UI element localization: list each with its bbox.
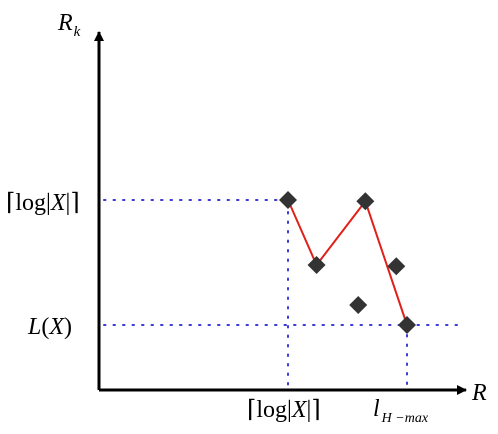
x-left-position-label: ⌈log|X|⌉ bbox=[247, 397, 321, 423]
x-axis-label: R bbox=[471, 380, 487, 406]
data-points bbox=[279, 191, 416, 334]
data-point-3 bbox=[349, 296, 368, 314]
frontier-line bbox=[287, 199, 408, 326]
reference-lines bbox=[103, 199, 461, 387]
data-point-1 bbox=[279, 191, 297, 209]
data-point-6 bbox=[398, 316, 416, 334]
axes bbox=[94, 31, 467, 395]
data-point-4 bbox=[356, 192, 375, 211]
y-upper-level-label: ⌈log|X|⌉ bbox=[6, 190, 80, 216]
y-lower-level-label: L(X) bbox=[27, 314, 72, 340]
data-point-2 bbox=[307, 256, 326, 274]
y-axis-label: Rk bbox=[57, 10, 81, 40]
data-point-5 bbox=[387, 257, 406, 276]
